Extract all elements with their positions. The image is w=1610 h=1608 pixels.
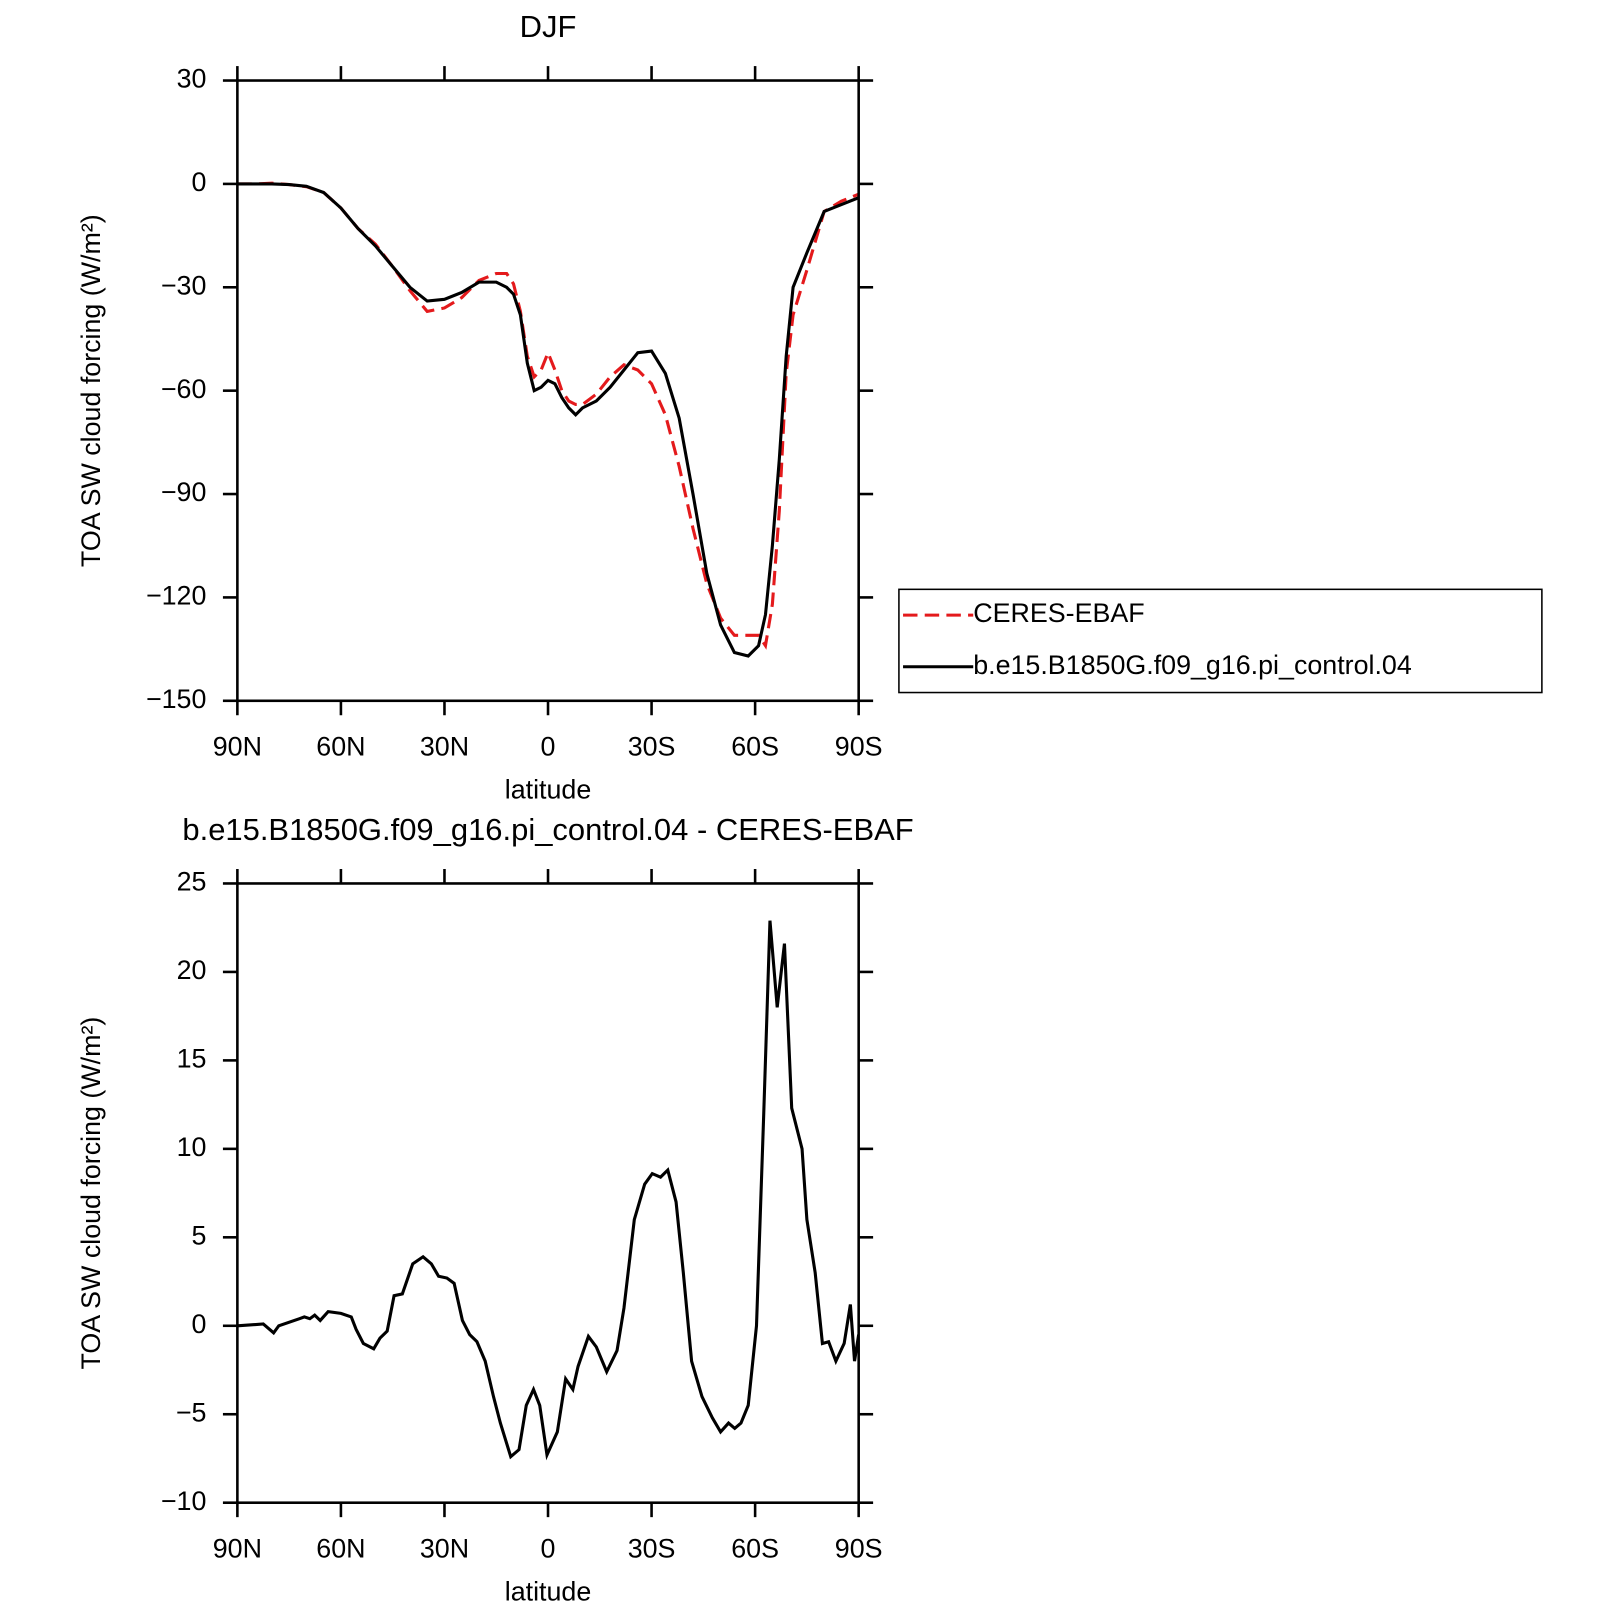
x-tick-label: 30S: [628, 731, 676, 761]
x-tick-label: 30N: [420, 731, 469, 761]
x-tick-label: 90S: [835, 1533, 883, 1563]
data-line: [237, 182, 859, 658]
y-tick-label: 30: [177, 64, 207, 94]
y-tick-label: −30: [161, 270, 207, 300]
plot-frame: [236, 882, 860, 1504]
x-tick-label: 60N: [316, 1533, 365, 1563]
legend-box: [898, 588, 1543, 694]
x-tick-label: 30S: [628, 1533, 676, 1563]
x-tick-label: 60S: [731, 731, 779, 761]
y-tick-label: −150: [146, 684, 206, 714]
y-tick-label: 25: [177, 867, 207, 897]
y-tick-label: −90: [161, 477, 207, 507]
y-tick-label: −10: [161, 1486, 207, 1516]
data-line: [237, 181, 859, 650]
chart-title: DJF: [520, 9, 577, 44]
x-axis-label: latitude: [505, 1577, 592, 1607]
y-tick-label: 0: [191, 1309, 206, 1339]
y-tick-label: −5: [176, 1397, 207, 1427]
y-tick-label: −60: [161, 374, 207, 404]
x-tick-label: 90S: [835, 731, 883, 761]
x-tick-label: 0: [541, 1533, 556, 1563]
legend-label: b.e15.B1850G.f09_g16.pi_control.04: [973, 650, 1412, 680]
x-tick-label: 90N: [213, 1533, 262, 1563]
y-tick-label: 15: [177, 1043, 207, 1073]
y-tick-label: 20: [177, 955, 207, 985]
y-tick-label: 0: [191, 167, 206, 197]
y-axis-label: TOA SW cloud forcing (W/m²): [76, 1017, 106, 1370]
plot-frame: [236, 79, 860, 703]
x-tick-label: 30N: [420, 1533, 469, 1563]
chart-title: b.e15.B1850G.f09_g16.pi_control.04 - CER…: [182, 812, 913, 847]
x-tick-label: 60S: [731, 1533, 779, 1563]
x-tick-label: 0: [541, 731, 556, 761]
x-axis-label: latitude: [505, 775, 592, 805]
legend-label: CERES-EBAF: [973, 598, 1144, 628]
y-tick-label: 5: [191, 1220, 206, 1250]
y-axis-label: TOA SW cloud forcing (W/m²): [76, 214, 106, 567]
x-tick-label: 60N: [316, 731, 365, 761]
x-tick-label: 90N: [213, 731, 262, 761]
y-tick-label: −120: [146, 581, 206, 611]
data-line: [237, 920, 859, 1461]
y-tick-label: 10: [177, 1132, 207, 1162]
